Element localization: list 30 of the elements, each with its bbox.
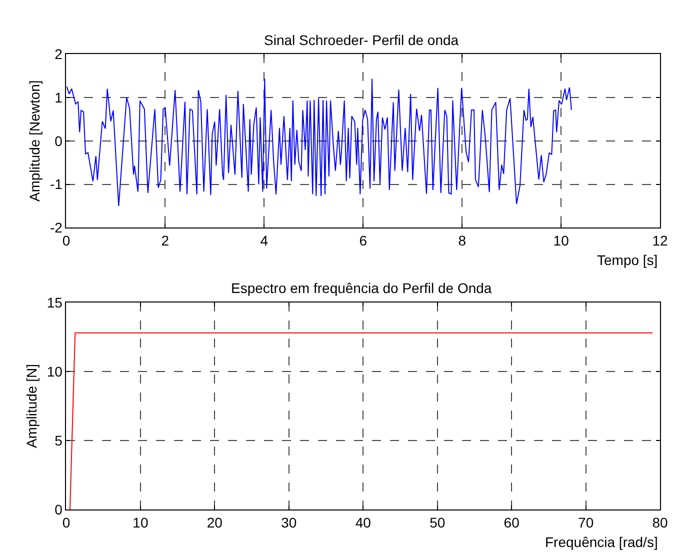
- x-tick-label: 70: [578, 514, 594, 530]
- x-axis-title: Frequência [rad/s]: [545, 534, 658, 550]
- x-tick-label: 20: [206, 514, 223, 530]
- line-series: [66, 78, 572, 207]
- x-tick-label: 60: [504, 514, 520, 530]
- chart-title: Espectro em frequência do Perfil de Onda: [231, 280, 492, 296]
- y-tick-label: 1: [54, 89, 63, 106]
- x-tick-label: 2: [161, 232, 170, 249]
- y-tick-label: 0: [54, 132, 63, 149]
- x-tick-label: 50: [430, 514, 446, 530]
- y-tick-label: 10: [46, 363, 63, 380]
- x-tick-label: 10: [132, 514, 148, 530]
- chart-title: Sinal Schroeder- Perfil de onda: [264, 32, 459, 48]
- x-tick-label: 80: [652, 514, 668, 530]
- y-tick-label: 15: [46, 294, 63, 310]
- x-tick-label: 10: [553, 232, 570, 249]
- x-tick-label: 6: [359, 232, 368, 249]
- x-axis-title: Tempo [s]: [597, 252, 658, 268]
- y-tick-label: -1: [50, 176, 63, 192]
- y-tick-label: -2: [50, 220, 63, 236]
- y-tick-label: 5: [54, 432, 63, 448]
- x-tick-label: 40: [355, 514, 372, 530]
- y-tick-label: 2: [54, 46, 63, 62]
- x-tick-label: 4: [260, 232, 268, 249]
- x-tick-label: 8: [458, 232, 466, 249]
- y-axis-title: Amplitude [N]: [23, 364, 40, 448]
- y-tick-label: 0: [54, 502, 63, 518]
- x-tick-label: 30: [281, 514, 297, 530]
- x-tick-label: 12: [652, 232, 668, 249]
- y-axis-title: Amplitude [Newton]: [26, 80, 43, 202]
